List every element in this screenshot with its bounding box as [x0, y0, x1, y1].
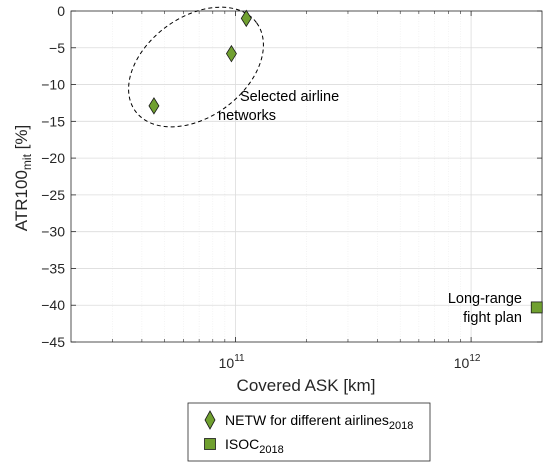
legend-netw-sub: 2018: [389, 420, 413, 432]
data-point-diamond: [148, 97, 160, 115]
y-axis-title: ATR100mit [%]: [12, 125, 34, 231]
y-tick-label: −30: [41, 224, 65, 240]
y-tick-label: 0: [57, 3, 65, 19]
grid-minor: [112, 11, 461, 342]
x-tick-base: 10: [454, 355, 470, 371]
x-tick-labels: 1011 1012: [219, 353, 481, 371]
x-tick-base: 10: [219, 355, 235, 371]
annotation-selected-line1: Selected airline: [240, 89, 339, 105]
legend-square-marker: [204, 438, 216, 450]
x-tick-label: 1011: [219, 353, 245, 371]
data-point-diamond: [225, 44, 237, 63]
legend-box: [187, 402, 431, 462]
y-tick-label: −15: [41, 113, 65, 129]
legend-diamond-marker: [204, 410, 216, 430]
data-point-diamond: [240, 9, 252, 28]
legend-entry-netw: NETW for different airlines2018: [225, 412, 413, 432]
axis-ticks: [71, 10, 542, 343]
annotation-selected-line2: networks: [218, 108, 276, 124]
y-tick-label: −35: [41, 260, 65, 276]
grid-major: [71, 11, 542, 342]
y-tick-label: −5: [49, 40, 65, 56]
y-tick-label: −10: [41, 77, 65, 93]
y-axis-title-main: ATR100: [12, 170, 31, 231]
annotation-longrange-line1: Long-range: [448, 291, 522, 307]
y-tick-labels: 0 −5 −10 −15 −20 −25 −30 −35 −40 −45: [41, 3, 65, 350]
x-axis-title: Covered ASK [km]: [237, 376, 376, 395]
x-tick-exponent: 12: [469, 353, 481, 364]
x-tick-label: 1012: [454, 353, 481, 371]
legend-isoc-label: ISOC: [225, 436, 259, 452]
y-axis-title-unit: [%]: [12, 125, 31, 154]
y-tick-label: −45: [41, 334, 65, 350]
legend-isoc-sub: 2018: [259, 444, 283, 456]
y-tick-label: −40: [41, 297, 65, 313]
data-point-square: [530, 301, 543, 314]
annotation-longrange-line2: fight plan: [463, 310, 522, 326]
y-tick-label: −25: [41, 187, 65, 203]
legend-entry-isoc: ISOC2018: [225, 436, 284, 456]
data-markers: [148, 9, 543, 314]
y-tick-label: −20: [41, 150, 65, 166]
y-axis-title-sub: mit: [20, 153, 34, 170]
legend-netw-label: NETW for different airlines: [225, 412, 389, 428]
selection-ellipse: [128, 6, 264, 128]
legend: NETW for different airlines2018 ISOC2018: [187, 402, 431, 462]
x-tick-exponent: 11: [234, 353, 245, 364]
